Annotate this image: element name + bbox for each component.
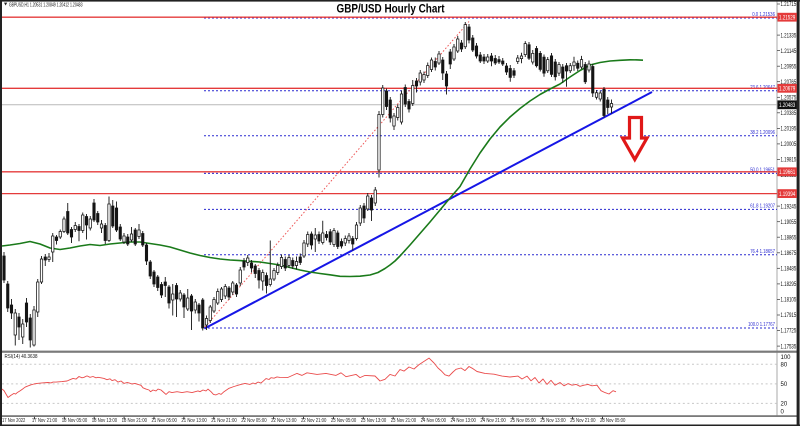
svg-text:1.20575: 1.20575 bbox=[781, 96, 797, 102]
svg-text:1.21529: 1.21529 bbox=[779, 16, 796, 22]
svg-text:1.19815: 1.19815 bbox=[781, 158, 797, 164]
svg-text:18 Nov 05:00: 18 Nov 05:00 bbox=[62, 418, 87, 424]
svg-text:1.18675: 1.18675 bbox=[781, 251, 797, 257]
svg-text:1.20679: 1.20679 bbox=[779, 87, 796, 93]
svg-text:1.20195: 1.20195 bbox=[781, 127, 797, 133]
svg-text:80: 80 bbox=[781, 363, 788, 369]
svg-text:38.2 1.20096: 38.2 1.20096 bbox=[750, 130, 775, 136]
svg-text:25 Nov 13:00: 25 Nov 13:00 bbox=[540, 418, 565, 424]
svg-text:1.17725: 1.17725 bbox=[781, 329, 797, 335]
svg-text:50: 50 bbox=[781, 382, 788, 388]
svg-text:1.21715: 1.21715 bbox=[781, 2, 797, 8]
svg-text:21 Nov 13:00: 21 Nov 13:00 bbox=[181, 418, 206, 424]
svg-text:1.20955: 1.20955 bbox=[781, 64, 797, 70]
svg-text:18 Nov 13:00: 18 Nov 13:00 bbox=[92, 418, 117, 424]
svg-text:100.0 1.17767: 100.0 1.17767 bbox=[748, 322, 775, 328]
svg-text:1.21145: 1.21145 bbox=[781, 49, 797, 55]
svg-text:23 Nov 21:00: 23 Nov 21:00 bbox=[391, 418, 416, 424]
svg-text:24 Nov 21:00: 24 Nov 21:00 bbox=[480, 418, 505, 424]
svg-text:1.19661: 1.19661 bbox=[779, 170, 796, 176]
svg-text:1.18105: 1.18105 bbox=[781, 298, 797, 304]
svg-text:76.4 1.18657: 76.4 1.18657 bbox=[750, 249, 775, 255]
svg-text:100: 100 bbox=[781, 355, 792, 361]
svg-text:1.20005: 1.20005 bbox=[781, 142, 797, 148]
svg-text:22 Nov 13:00: 22 Nov 13:00 bbox=[271, 418, 296, 424]
svg-text:GBP/USD Hourly Chart: GBP/USD Hourly Chart bbox=[337, 2, 445, 16]
svg-text:17 Nov 21:00: 17 Nov 21:00 bbox=[32, 418, 57, 424]
svg-text:28 Nov 05:00: 28 Nov 05:00 bbox=[600, 418, 625, 424]
svg-text:1.17535: 1.17535 bbox=[781, 344, 797, 350]
svg-text:1.19245: 1.19245 bbox=[781, 204, 797, 210]
svg-text:22 Nov 05:00: 22 Nov 05:00 bbox=[241, 418, 266, 424]
svg-text:23 Nov 05:00: 23 Nov 05:00 bbox=[331, 418, 356, 424]
svg-text:0.0 1.21536: 0.0 1.21536 bbox=[752, 12, 775, 18]
svg-text:1.19055: 1.19055 bbox=[781, 220, 797, 226]
svg-text:17 Nov 2022: 17 Nov 2022 bbox=[2, 418, 25, 424]
svg-text:61.8 1.19207: 61.8 1.19207 bbox=[750, 204, 775, 210]
svg-text:1.17915: 1.17915 bbox=[781, 313, 797, 319]
svg-text:21 Nov 21:00: 21 Nov 21:00 bbox=[211, 418, 236, 424]
svg-text:21 Nov 05:00: 21 Nov 05:00 bbox=[152, 418, 177, 424]
svg-text:20: 20 bbox=[781, 402, 788, 408]
svg-text:22 Nov 21:00: 22 Nov 21:00 bbox=[301, 418, 326, 424]
svg-text:0: 0 bbox=[781, 410, 785, 416]
svg-text:1.20765: 1.20765 bbox=[781, 80, 797, 86]
svg-text:RSI(14) 40.3638: RSI(14) 40.3638 bbox=[5, 354, 38, 360]
svg-text:24 Nov 05:00: 24 Nov 05:00 bbox=[421, 418, 446, 424]
svg-text:25 Nov 05:00: 25 Nov 05:00 bbox=[510, 418, 535, 424]
svg-text:25 Nov 21:00: 25 Nov 21:00 bbox=[570, 418, 595, 424]
svg-text:1.18865: 1.18865 bbox=[781, 235, 797, 241]
svg-text:18 Nov 21:00: 18 Nov 21:00 bbox=[122, 418, 147, 424]
svg-text:1.18295: 1.18295 bbox=[781, 282, 797, 288]
svg-text:1.19394: 1.19394 bbox=[779, 192, 796, 198]
svg-text:50.0 1.19651: 50.0 1.19651 bbox=[750, 168, 775, 174]
svg-text:1.18485: 1.18485 bbox=[781, 267, 797, 273]
svg-text:1.20385: 1.20385 bbox=[781, 111, 797, 117]
svg-text:GBPUSD,H1 1.20531 1.20849 1.2: GBPUSD,H1 1.20531 1.20849 1.20412 1.2048… bbox=[9, 2, 83, 8]
svg-text:1.21335: 1.21335 bbox=[781, 33, 797, 39]
svg-text:1.20483: 1.20483 bbox=[779, 103, 796, 109]
svg-text:23 Nov 13:00: 23 Nov 13:00 bbox=[361, 418, 386, 424]
svg-text:24 Nov 13:00: 24 Nov 13:00 bbox=[451, 418, 476, 424]
